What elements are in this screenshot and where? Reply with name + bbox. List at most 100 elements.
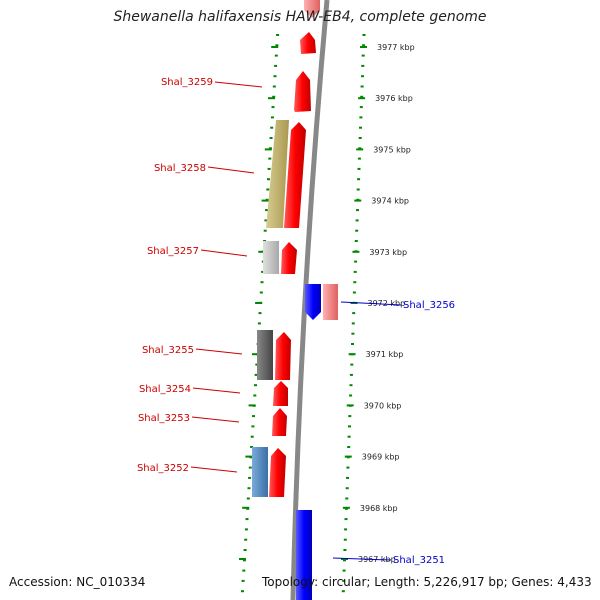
tick-dot <box>349 394 353 397</box>
tick-dot <box>345 487 349 490</box>
cds-feature <box>323 284 338 320</box>
tick-dot <box>271 106 275 109</box>
tick-dot <box>264 219 268 222</box>
tick-dot <box>244 528 248 531</box>
gene-label[interactable]: Shal_3251 <box>393 555 445 566</box>
tick-label: 3975 kbp <box>373 145 411 154</box>
tick-dot <box>348 415 352 418</box>
tick-dot <box>258 312 262 315</box>
tick-dot <box>352 312 356 315</box>
tick-dot <box>242 559 246 562</box>
gene-label[interactable]: Shal_3257 <box>147 246 199 257</box>
cds-feature <box>300 32 316 54</box>
tick-mark <box>352 250 360 253</box>
tick-mark <box>342 506 350 509</box>
tick-dot <box>276 34 280 36</box>
tick-dot <box>267 178 270 181</box>
cds-feature <box>275 332 291 380</box>
tick-dot <box>250 446 254 448</box>
tick-dot <box>343 538 347 541</box>
tick-dot <box>251 425 255 428</box>
tick-dot <box>351 343 354 345</box>
tick-dot <box>347 435 351 438</box>
tick-label: 3969 kbp <box>362 453 400 462</box>
tick-dot <box>248 466 252 469</box>
tick-dot <box>274 54 278 57</box>
tick-dot <box>259 291 263 294</box>
gene-label[interactable]: Shal_3254 <box>139 384 191 395</box>
cds-feature <box>294 71 311 112</box>
tick-dot <box>360 85 364 88</box>
accession-text: Accession: NC_010334 <box>9 575 146 589</box>
tick-dot <box>252 415 255 418</box>
trna-feature <box>252 447 268 497</box>
gene-label[interactable]: Shal_3258 <box>154 163 206 174</box>
misc-feature <box>257 330 273 380</box>
tick-dot <box>273 75 277 78</box>
tick-dot <box>248 476 252 479</box>
kbp-ticks: 3977 kbp 3976 kbp 3975 kbp 3974 kbp 3973 kbp… <box>239 43 415 564</box>
tick-dot <box>342 579 346 582</box>
gene-label[interactable]: Shal_3256 <box>403 300 455 311</box>
gene-label[interactable]: Shal_3252 <box>137 463 189 474</box>
tick-dot <box>350 363 354 366</box>
tick-dot <box>345 497 349 500</box>
tick-mark <box>264 148 272 151</box>
tick-mark <box>261 199 269 202</box>
tick-dot <box>360 95 364 98</box>
tick-dot <box>357 178 361 181</box>
tick-dot <box>267 167 271 170</box>
tick-dot <box>275 44 279 47</box>
tick-dot <box>268 157 272 160</box>
tick-dot <box>266 188 270 191</box>
tick-mark <box>358 97 366 100</box>
tick-dot <box>361 64 365 67</box>
tick-mark <box>354 199 362 202</box>
cds-feature <box>281 242 297 274</box>
tick-label: 3971 kbp <box>366 350 404 359</box>
tick-mark <box>271 46 279 48</box>
tick-mark <box>346 404 354 407</box>
tick-dot <box>357 167 361 170</box>
feature-track <box>252 0 338 600</box>
tick-dot <box>359 126 362 129</box>
tick-dot <box>272 85 276 88</box>
label-leaders <box>190 81 402 561</box>
gene-label[interactable]: Shal_3253 <box>138 413 190 424</box>
tick-dot <box>343 559 346 562</box>
gene-label[interactable]: Shal_3255 <box>142 345 194 356</box>
cds-feature <box>284 122 306 228</box>
tick-dot <box>255 363 259 366</box>
tick-dot <box>362 44 366 47</box>
tick-dot <box>348 425 351 428</box>
tick-dot <box>355 219 359 222</box>
tick-mark <box>344 455 352 458</box>
gene-label[interactable]: Shal_3259 <box>161 77 213 88</box>
tick-dot <box>243 549 247 551</box>
tick-dot <box>353 270 357 273</box>
tick-dot <box>260 281 264 284</box>
pseudo-feature <box>263 241 279 274</box>
rna-feature <box>266 120 289 228</box>
tick-dot <box>344 518 348 521</box>
tick-dot <box>356 188 360 191</box>
tick-dot <box>361 75 364 78</box>
tick-dot <box>261 270 265 273</box>
tick-dot <box>254 384 257 387</box>
tick-mark <box>251 353 259 356</box>
tick-mark <box>239 558 246 560</box>
tick-mark <box>360 46 367 48</box>
summary-text: Topology: circular; Length: 5,226,917 bp… <box>262 575 592 589</box>
map-title: Shewanella halifaxensis HAW-EB4, complet… <box>113 9 487 25</box>
tick-dot <box>269 137 273 139</box>
tick-dot <box>250 435 254 438</box>
tick-dot <box>347 446 351 448</box>
tick-dot <box>274 64 278 67</box>
tick-dot <box>253 394 257 397</box>
tick-mark <box>348 353 356 356</box>
tick-dot <box>272 95 276 98</box>
tick-dot <box>242 569 246 572</box>
tick-dot <box>354 240 358 242</box>
gene-labels: Shal_3259 Shal_3258 Shal_3257 Shal_3256 … <box>137 77 455 566</box>
tick-label: 3974 kbp <box>371 197 409 206</box>
